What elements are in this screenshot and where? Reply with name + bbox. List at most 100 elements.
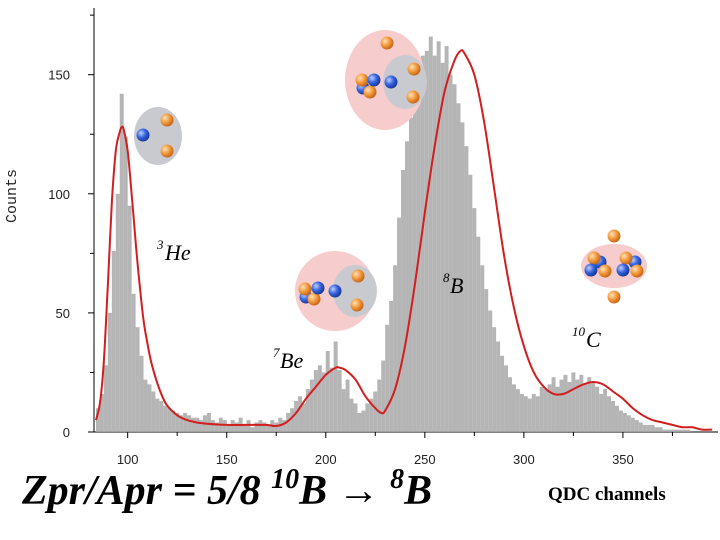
histogram-bar [151, 391, 156, 432]
proton-icon [587, 251, 601, 265]
histogram-bar [607, 396, 612, 432]
histogram-bar [599, 393, 604, 432]
histogram-bar [432, 55, 437, 433]
fit-curve [95, 49, 713, 431]
histogram-bar [654, 427, 659, 432]
histogram-bar [321, 372, 326, 432]
label-b8-mass: 8 [443, 270, 450, 285]
c10-nucleus-illustration [581, 229, 647, 304]
label-c10-element: C [586, 327, 601, 352]
formula-from-mass: 10 [271, 464, 300, 495]
histogram-bar [373, 391, 378, 432]
histogram-bar [424, 50, 429, 432]
neutron-icon [328, 284, 342, 298]
be7-cluster [333, 265, 377, 317]
proton-icon [351, 269, 365, 283]
histogram-bar [484, 289, 489, 432]
histogram-bar [535, 396, 540, 432]
histogram-bar [329, 367, 334, 432]
histogram-bar [369, 398, 374, 432]
histogram-bar [103, 365, 108, 432]
histogram-bar [286, 412, 291, 432]
formula-to-mass: 8 [390, 464, 405, 495]
histogram-bar [500, 355, 505, 432]
histogram-bar [325, 351, 330, 432]
histogram-bar [290, 408, 295, 432]
histogram-bar [214, 422, 219, 432]
histogram-bar [618, 410, 623, 432]
histogram-bar [531, 393, 536, 432]
histogram-bar [313, 370, 318, 432]
histogram-bar [195, 417, 199, 432]
histogram-bar [405, 141, 409, 433]
label-b8: 8 B [443, 270, 463, 298]
proton-icon [160, 113, 174, 127]
proton-icon [160, 144, 174, 158]
y-tick-label: 50 [56, 306, 70, 321]
histogram-bar [440, 62, 445, 432]
histogram-bar [250, 427, 255, 432]
proton-icon [363, 85, 377, 99]
histogram-bar [519, 393, 524, 432]
histogram-bar [135, 327, 140, 432]
histogram-bar [523, 396, 528, 432]
y-tick-label: 0 [63, 425, 70, 440]
histogram-bar [305, 389, 310, 432]
y-tick-label: 100 [48, 187, 70, 202]
histogram-bar [317, 365, 322, 432]
y-ticks: 0 50 100 150 [48, 14, 94, 440]
reaction-formula: Zpr/Apr = 5/8 10B → 8B [22, 466, 432, 514]
histogram-series [95, 36, 691, 433]
histogram-bar [456, 103, 461, 433]
histogram-bar [167, 408, 172, 432]
histogram-bar [642, 424, 647, 432]
label-be7-mass: 7 [273, 345, 280, 360]
proton-icon [355, 73, 369, 87]
histogram-bar [452, 84, 457, 432]
histogram-bar [246, 420, 251, 432]
proton-icon [619, 251, 633, 265]
histogram-bar [393, 265, 398, 432]
histogram-bar [222, 420, 227, 432]
histogram-bar [428, 36, 433, 433]
histogram-bar [337, 370, 342, 432]
histogram-bar [147, 384, 152, 432]
histogram-bar [527, 398, 532, 432]
neutron-icon [367, 73, 381, 87]
label-he3-element: He [164, 240, 191, 265]
proton-icon [298, 282, 312, 296]
label-he3: 3 He [156, 237, 191, 265]
histogram-bar [444, 46, 449, 432]
histogram-bar [163, 405, 168, 432]
formula-ratio: Zpr/Apr = 5/8 [22, 468, 272, 514]
x-tick-label: 100 [117, 452, 139, 467]
histogram-bar [492, 327, 497, 432]
histogram-bar [682, 429, 687, 432]
neutron-icon [311, 281, 325, 295]
proton-icon [307, 292, 321, 306]
histogram-bar [420, 55, 425, 433]
histogram-bar [198, 420, 203, 432]
histogram-bar [611, 401, 615, 432]
histogram-bar [385, 324, 390, 432]
x-tick-label: 300 [513, 452, 535, 467]
histogram-bar [666, 429, 671, 432]
histogram-bar [254, 422, 259, 432]
proton-icon [630, 264, 644, 278]
x-axis-label: QDC channels [548, 484, 666, 505]
formula-from-element: B [299, 468, 328, 514]
label-c10: 10 C [572, 324, 601, 352]
histogram-bar [670, 429, 675, 432]
histogram-bar [511, 384, 516, 432]
histogram-bar [107, 312, 112, 432]
histogram-bar [294, 401, 299, 432]
histogram-bar [658, 427, 663, 432]
histogram-bar [551, 377, 556, 432]
neutron-icon [136, 128, 150, 142]
histogram-bar [230, 420, 235, 432]
histogram-bar [547, 384, 552, 432]
histogram-bar [397, 217, 402, 432]
histogram-bar [333, 341, 338, 432]
formula-arrow: → [327, 468, 391, 514]
